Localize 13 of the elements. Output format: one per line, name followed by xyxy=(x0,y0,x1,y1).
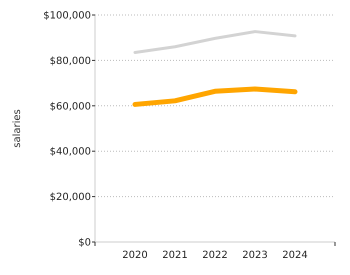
y-tick-label: $40,000 xyxy=(50,146,91,158)
y-tick-label: $60,000 xyxy=(50,101,91,112)
y-tick-label: $20,000 xyxy=(50,192,91,204)
line-series xyxy=(134,30,296,54)
y-axis-title: salaries xyxy=(12,109,23,148)
y-tick-label: $0 xyxy=(78,238,91,248)
x-tick-label: 2020 xyxy=(122,250,148,261)
x-tick-label: 2024 xyxy=(282,250,308,261)
x-tick-label: 2021 xyxy=(162,250,188,261)
x-tick-label: 2023 xyxy=(242,250,268,261)
y-tick-label: $80,000 xyxy=(50,56,91,67)
y-tick-label: $100,000 xyxy=(43,10,91,22)
x-tick-label: 2022 xyxy=(202,250,228,261)
